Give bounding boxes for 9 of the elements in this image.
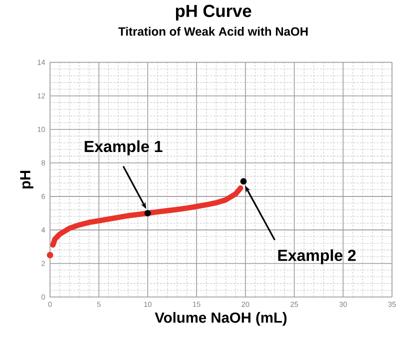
point <box>240 178 247 185</box>
point <box>144 210 151 216</box>
point <box>46 252 54 258</box>
y-axis-title: pH <box>20 170 34 188</box>
chart-subtitle: Titration of Weak Acid with NaOH <box>118 26 308 36</box>
annotation: Example 1 <box>84 140 162 156</box>
x-axis-title: Volume NaOH (mL) <box>154 312 287 326</box>
chart-title: pH Curve <box>176 4 252 21</box>
annotation: Example 2 <box>278 249 356 264</box>
